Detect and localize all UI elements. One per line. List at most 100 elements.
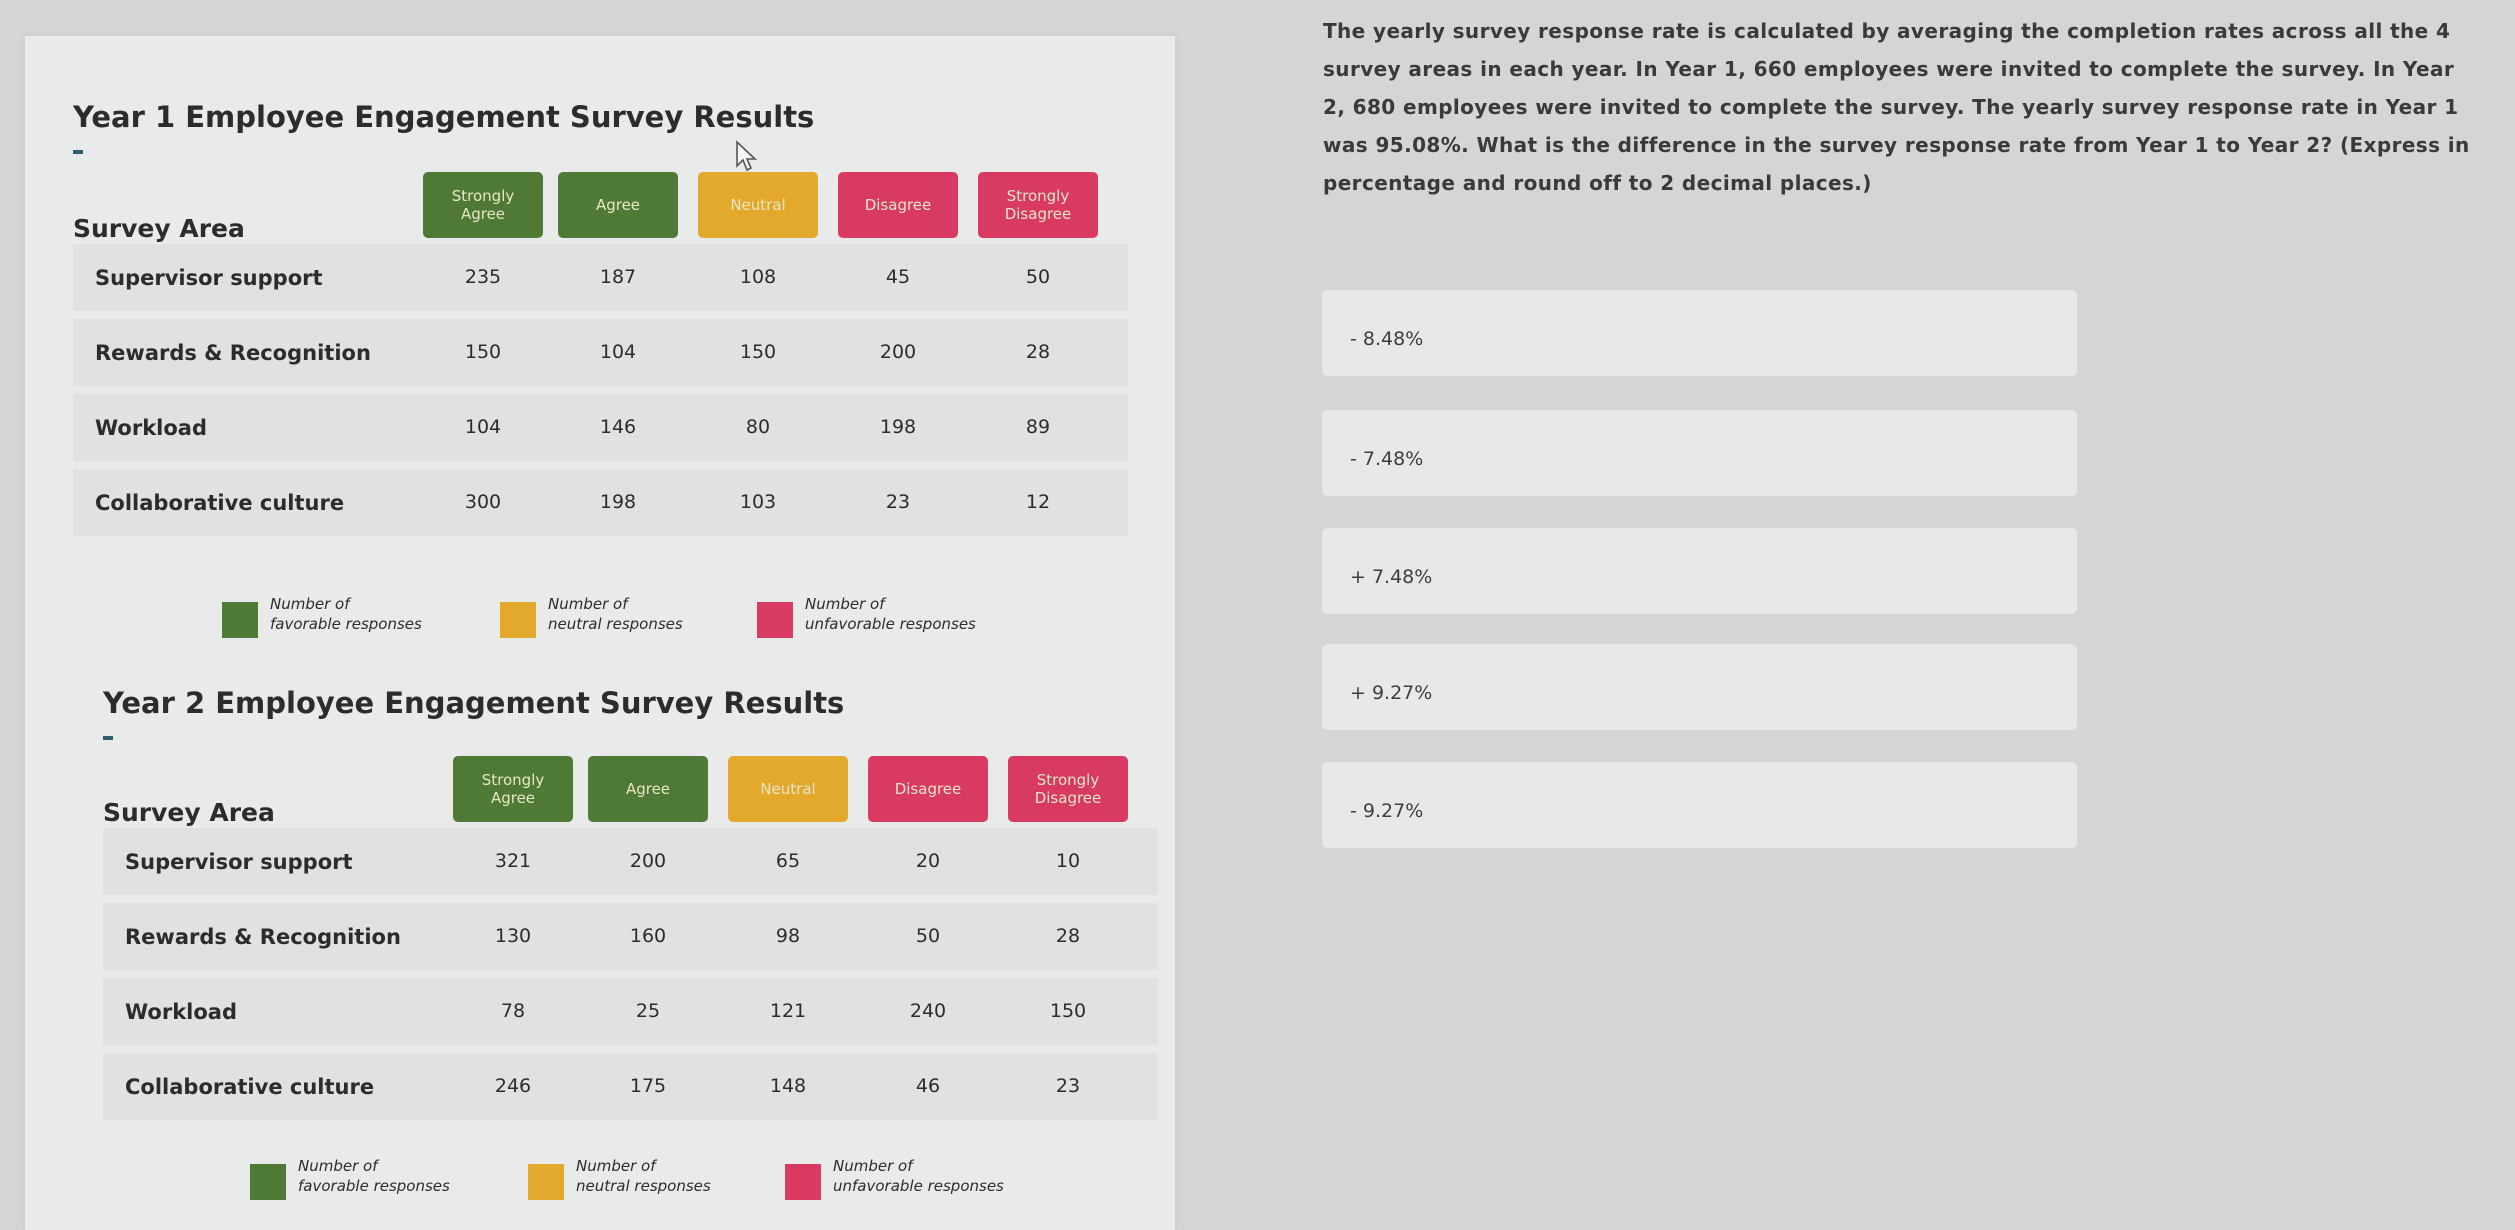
title-underline [73,150,83,154]
table-header: Survey Area Strongly Agree Agree Neutral Dis… [103,756,1163,838]
table-row: Supervisor support 321 200 65 20 10 [103,828,1158,895]
table-cell: 78 [500,1000,526,1022]
table-cell: 321 [494,850,532,872]
table-cell: 175 [629,1075,667,1097]
table-header: Survey Area Strongly Agree Agree Neutral Dis… [73,172,1133,254]
table-cell: 28 [1025,341,1051,363]
table-row: Collaborative culture 300 198 103 23 12 [73,469,1128,536]
option-label: - 7.48% [1350,448,1424,470]
table-cell: 65 [775,850,801,872]
survey-area-header: Survey Area [73,214,245,243]
table-cell: 89 [1025,416,1051,438]
column-header: Neutral [698,172,818,238]
table-cell: 240 [909,1000,947,1022]
legend-label: Number of unfavorable responses [833,1156,1004,1196]
table-cell: 160 [629,925,667,947]
legend-swatch [785,1164,821,1200]
legend-swatch [250,1164,286,1200]
table-cell: 28 [1055,925,1081,947]
survey-area-label: Rewards & Recognition [95,341,371,365]
table-cell: 80 [745,416,771,438]
column-header: Strongly Disagree [1008,756,1128,822]
legend-label-line: Number of [298,1157,378,1175]
legend-label-line: unfavorable responses [805,615,976,633]
table-cell: 148 [769,1075,807,1097]
table-cell: 121 [769,1000,807,1022]
survey-area-label: Supervisor support [95,266,323,290]
survey-area-label: Collaborative culture [125,1075,375,1099]
answer-option-5[interactable]: - 9.27% [1322,762,2077,848]
legend-label-line: Number of [805,595,885,613]
option-label: + 7.48% [1350,566,1433,588]
legend-label: Number of unfavorable responses [805,594,976,634]
table-row: Workload 104 146 80 198 89 [73,394,1128,461]
table-cell: 150 [1049,1000,1087,1022]
table-cell: 12 [1025,491,1051,513]
table-cell: 46 [915,1075,941,1097]
table-cell: 150 [739,341,777,363]
table-cell: 130 [494,925,532,947]
legend-label-line: Number of [833,1157,913,1175]
table-cell: 25 [635,1000,661,1022]
table-cell: 98 [775,925,801,947]
table-cell: 20 [915,850,941,872]
legend-label-line: unfavorable responses [833,1177,1004,1195]
table-cell: 10 [1055,850,1081,872]
year1-table: Survey Area Strongly Agree Agree Neutral Dis… [73,172,1133,642]
column-header: Disagree [868,756,988,822]
survey-area-label: Workload [125,1000,237,1024]
legend-label-line: Number of [548,595,628,613]
legend-label-line: favorable responses [270,615,422,633]
table-cell: 198 [599,491,637,513]
legend-label: Number of favorable responses [270,594,422,634]
column-header: Agree [588,756,708,822]
answer-option-1[interactable]: - 8.48% [1322,290,2077,376]
table-cell: 200 [629,850,667,872]
table-cell: 146 [599,416,637,438]
option-label: - 8.48% [1350,328,1424,350]
legend-label: Number of neutral responses [548,594,683,634]
legend-label-line: favorable responses [298,1177,450,1195]
year1-title: Year 1 Employee Engagement Survey Result… [73,100,815,134]
table-cell: 108 [739,266,777,288]
answer-option-4[interactable]: + 9.27% [1322,644,2077,730]
table-cell: 187 [599,266,637,288]
table-row: Rewards & Recognition 130 160 98 50 28 [103,903,1158,970]
year2-section: Year 2 Employee Engagement Survey Result… [103,686,1203,740]
table-cell: 198 [879,416,917,438]
table-cell: 45 [885,266,911,288]
legend-label-line: Number of [270,595,350,613]
table-row: Rewards & Recognition 150 104 150 200 28 [73,319,1128,386]
table-cell: 103 [739,491,777,513]
year1-legend: Number of favorable responses Number of neu… [222,594,1122,644]
option-label: + 9.27% [1350,682,1433,704]
legend-swatch [500,602,536,638]
column-header: Agree [558,172,678,238]
column-header: Strongly Agree [453,756,573,822]
question-text: The yearly survey response rate is calcu… [1323,19,2470,195]
legend-swatch [757,602,793,638]
column-header: Disagree [838,172,958,238]
table-row: Supervisor support 235 187 108 45 50 [73,244,1128,311]
table-cell: 200 [879,341,917,363]
table-cell: 50 [915,925,941,947]
answer-option-3[interactable]: + 7.48% [1322,528,2077,614]
table-cell: 150 [464,341,502,363]
table-row: Workload 78 25 121 240 150 [103,978,1158,1045]
year2-table: Survey Area Strongly Agree Agree Neutral Dis… [103,756,1163,1226]
survey-area-header: Survey Area [103,798,275,827]
table-cell: 246 [494,1075,532,1097]
legend-label-line: neutral responses [576,1177,711,1195]
column-header: Strongly Agree [423,172,543,238]
table-cell: 23 [885,491,911,513]
table-cell: 23 [1055,1075,1081,1097]
legend-label-line: neutral responses [548,615,683,633]
legend-label-line: Number of [576,1157,656,1175]
table-row: Collaborative culture 246 175 148 46 23 [103,1053,1158,1120]
survey-area-label: Rewards & Recognition [125,925,401,949]
column-header: Neutral [728,756,848,822]
survey-area-label: Collaborative culture [95,491,345,515]
legend-label: Number of favorable responses [298,1156,450,1196]
year2-title: Year 2 Employee Engagement Survey Result… [103,686,845,720]
answer-option-2[interactable]: - 7.48% [1322,410,2077,496]
